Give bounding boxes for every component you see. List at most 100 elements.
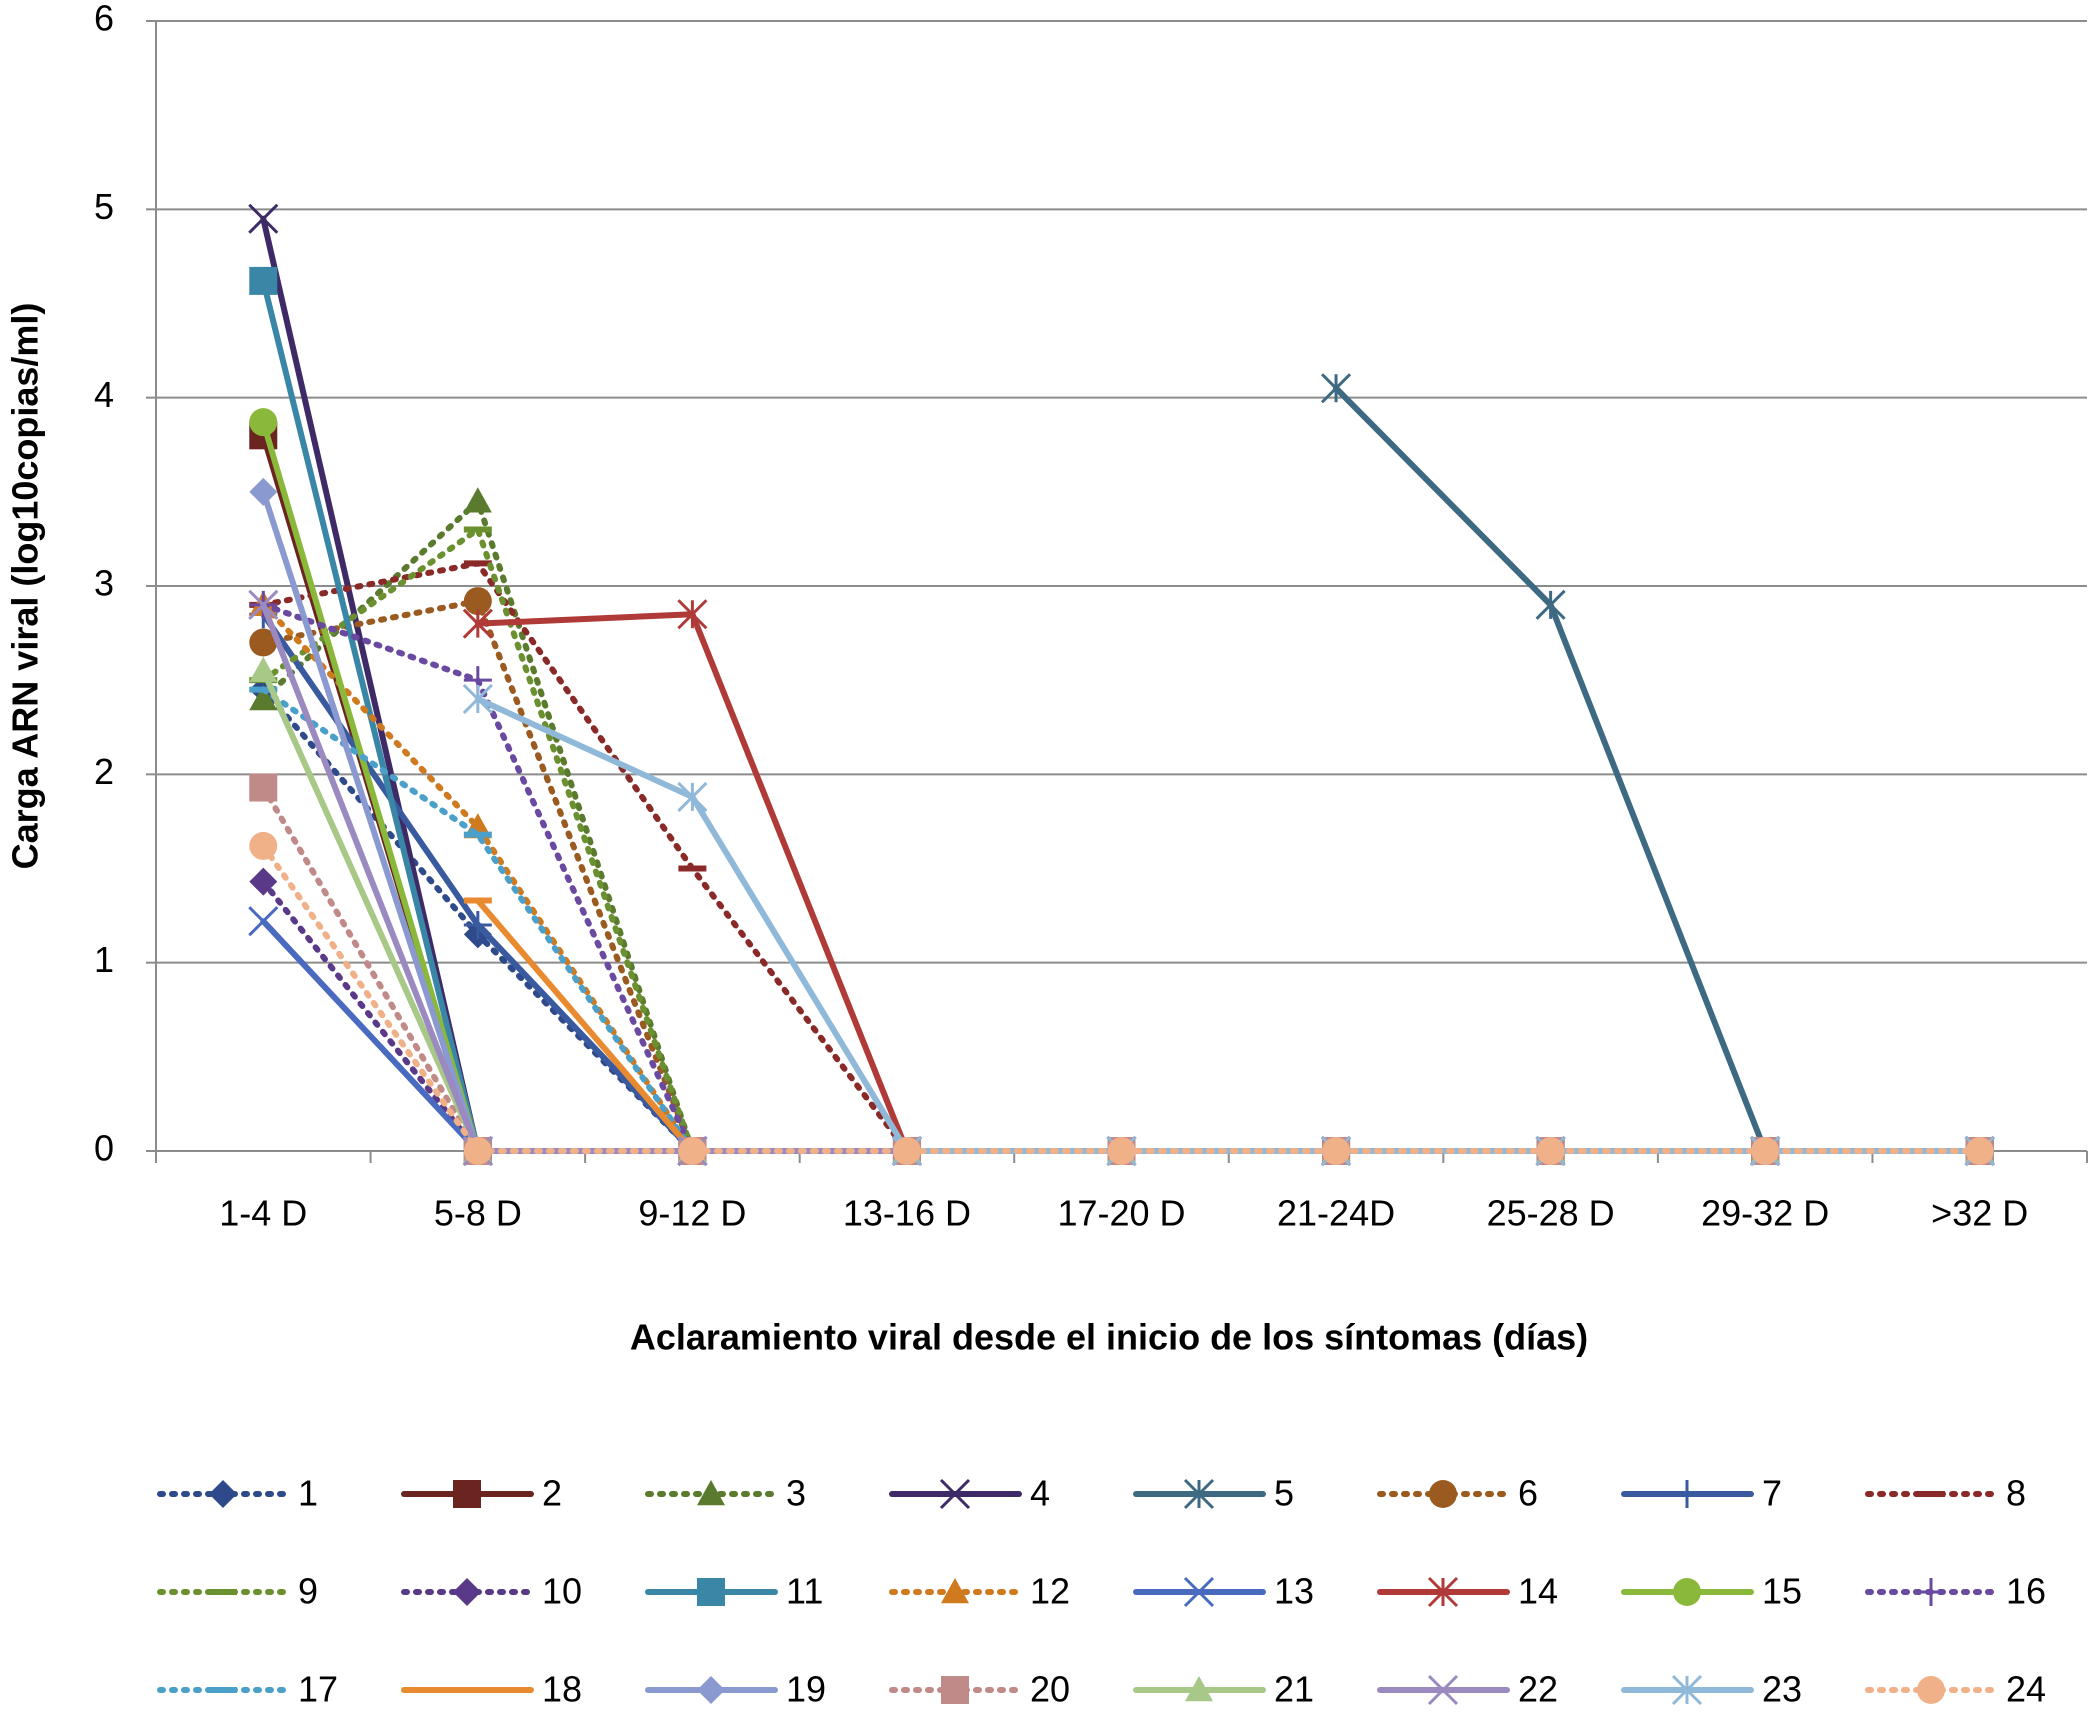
- data-point: [1751, 1137, 1780, 1165]
- legend-label: 14: [1518, 1571, 1558, 1612]
- legend-marker: [1673, 1578, 1701, 1606]
- legend-label: 6: [1518, 1473, 1538, 1514]
- legend-marker: [941, 1676, 969, 1704]
- data-point: [1320, 373, 1352, 404]
- legend-marker: [939, 1478, 971, 1510]
- x-tick-label: 5-8 D: [434, 1193, 522, 1234]
- x-tick-label: >32 D: [1931, 1193, 2028, 1234]
- data-point: [462, 608, 493, 639]
- legend-marker: [453, 1578, 481, 1606]
- data-point: [1965, 1137, 1994, 1165]
- data-point: [677, 599, 708, 630]
- x-axis-title: Aclaramiento viral desde el inicio de lo…: [630, 1317, 1588, 1358]
- legend-marker: [1673, 1480, 1701, 1508]
- series-line: [260, 686, 1983, 1154]
- data-point: [1535, 589, 1566, 620]
- legend-label: 7: [1762, 1473, 1782, 1514]
- y-axis-title: Carga ARN viral (log10copias/ml): [5, 303, 46, 870]
- data-point: [249, 408, 278, 437]
- legend-label: 12: [1030, 1571, 1070, 1612]
- data-point: [249, 628, 278, 657]
- legend-label: 20: [1030, 1669, 1070, 1710]
- y-tick-label: 5: [94, 186, 114, 227]
- series-line: [260, 667, 1983, 1154]
- data-point: [1322, 1137, 1351, 1165]
- legend-marker: [697, 1676, 725, 1704]
- y-tick-label: 3: [94, 563, 114, 604]
- legend-marker: [1183, 1478, 1215, 1510]
- legend-label: 11: [786, 1571, 823, 1612]
- data-point: [463, 587, 492, 616]
- legend-marker: [453, 1480, 481, 1508]
- x-tick-label: 9-12 D: [638, 1193, 746, 1234]
- data-point: [1536, 1137, 1565, 1165]
- data-point: [463, 1137, 492, 1165]
- legend-label: 9: [298, 1571, 318, 1612]
- legend-label: 18: [542, 1669, 582, 1710]
- legend-label: 13: [1274, 1571, 1314, 1612]
- legend-marker: [1917, 1676, 1945, 1704]
- legend-marker: [1917, 1578, 1945, 1606]
- legend-label: 22: [1518, 1669, 1558, 1710]
- data-point: [892, 1137, 921, 1165]
- legend-label: 17: [298, 1669, 338, 1710]
- x-tick-label: 1-4 D: [219, 1193, 307, 1234]
- data-point: [248, 906, 279, 937]
- series-line: [474, 696, 1983, 1154]
- data-point: [248, 203, 279, 234]
- data-point: [463, 487, 492, 513]
- series-line: [260, 601, 1983, 1154]
- series-line: [260, 611, 1983, 1154]
- legend-label: 24: [2006, 1669, 2046, 1710]
- x-tick-label: 29-32 D: [1701, 1193, 1829, 1234]
- x-tick-label: 13-16 D: [843, 1193, 971, 1234]
- data-point: [462, 683, 493, 715]
- series-line: [260, 498, 1983, 1154]
- legend-label: 16: [2006, 1571, 2046, 1612]
- y-tick-label: 0: [94, 1128, 114, 1169]
- legend-marker: [941, 1578, 969, 1604]
- legend-label: 2: [542, 1473, 562, 1514]
- legend-label: 19: [786, 1669, 826, 1710]
- data-point: [678, 1137, 707, 1165]
- legend-marker: [209, 1480, 237, 1508]
- legend-marker: [1427, 1674, 1459, 1706]
- series-line: [260, 686, 1983, 1154]
- series-line: [260, 842, 1983, 1154]
- series-line: [260, 878, 1983, 1154]
- x-tick-label: 21-24D: [1277, 1193, 1395, 1234]
- y-tick-label: 1: [94, 939, 114, 980]
- y-tick-label: 2: [94, 751, 114, 792]
- legend-label: 15: [1762, 1571, 1802, 1612]
- legend-label: 21: [1274, 1669, 1314, 1710]
- data-point: [1107, 1137, 1136, 1165]
- data-point: [249, 477, 278, 506]
- y-tick-label: 4: [94, 374, 114, 415]
- y-tick-label: 6: [94, 0, 114, 39]
- data-point: [249, 773, 278, 802]
- data-point: [248, 589, 279, 620]
- legend-marker: [1183, 1576, 1215, 1608]
- series-line: [260, 598, 1983, 1154]
- legend-label: 1: [298, 1473, 318, 1514]
- data-point: [249, 685, 278, 711]
- legend-marker: [1671, 1674, 1703, 1706]
- legend-marker: [697, 1578, 725, 1606]
- legend-label: 5: [1274, 1473, 1294, 1514]
- legend-label: 3: [786, 1473, 806, 1514]
- series-line: [1333, 385, 1983, 1154]
- legend-label: 10: [542, 1571, 582, 1612]
- x-tick-label: 17-20 D: [1057, 1193, 1185, 1234]
- series-line: [260, 560, 1983, 1154]
- data-point: [677, 781, 708, 812]
- legend-label: 4: [1030, 1473, 1050, 1514]
- data-point: [249, 831, 278, 860]
- data-point: [249, 867, 278, 896]
- data-point: [249, 266, 278, 295]
- series-line: [474, 897, 1983, 1154]
- series-line: [260, 488, 1983, 1154]
- series-line: [260, 215, 1983, 1154]
- legend-label: 8: [2006, 1473, 2026, 1514]
- legend-marker: [1185, 1676, 1213, 1702]
